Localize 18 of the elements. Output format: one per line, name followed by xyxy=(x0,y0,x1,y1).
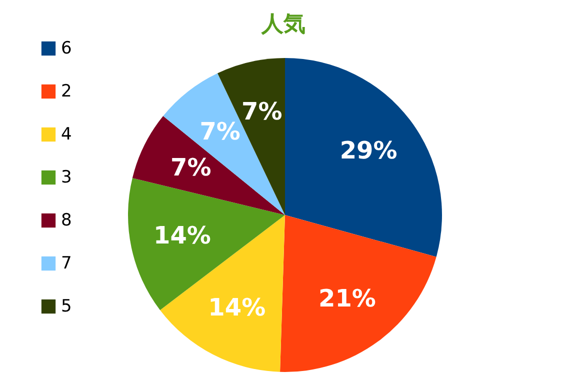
data-label: 7% xyxy=(170,153,212,182)
legend-label: 6 xyxy=(61,38,72,58)
legend-label: 8 xyxy=(61,210,72,230)
data-label: 7% xyxy=(241,98,282,126)
pie-slice xyxy=(280,215,436,372)
data-label: 14% xyxy=(154,222,211,250)
legend-label: 4 xyxy=(61,124,72,144)
pie-slice xyxy=(163,73,285,215)
data-label: 29% xyxy=(340,136,398,164)
chart-title: 人気 xyxy=(260,12,306,37)
legend-label: 7 xyxy=(61,254,72,274)
pie-slice xyxy=(285,58,442,257)
legend-label: 5 xyxy=(61,296,72,316)
legend-label: 3 xyxy=(61,168,72,188)
data-label: 7% xyxy=(200,117,240,146)
data-label: 14% xyxy=(208,293,266,322)
legend-label: 2 xyxy=(61,82,72,102)
data-label: 21% xyxy=(318,284,376,313)
